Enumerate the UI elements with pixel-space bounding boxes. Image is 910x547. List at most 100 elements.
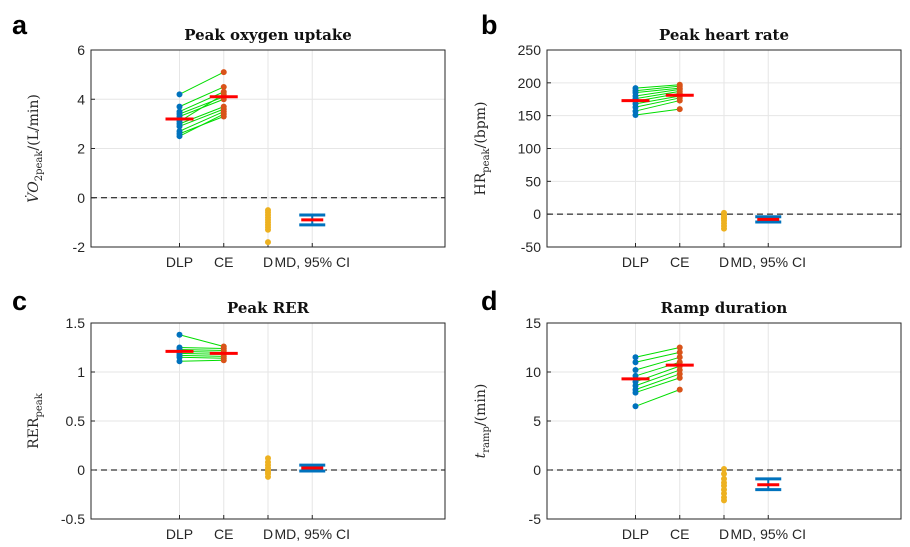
- pair-line: [635, 377, 680, 394]
- pair-line: [635, 84, 680, 89]
- pair-line: [179, 91, 224, 113]
- pair-line: [635, 95, 680, 105]
- pair-line: [179, 86, 224, 108]
- difference-point: [721, 470, 727, 477]
- y-tick-label: 4: [77, 91, 85, 107]
- ce-point: [676, 349, 683, 356]
- ce-point: [220, 357, 227, 364]
- pair-line: [635, 356, 680, 371]
- pair-line: [179, 71, 224, 95]
- panel-peak-rer: -0.5 0 0.5 1 1.5 DLP CE D MD, 95% CI Peak RER c RER…: [12, 286, 446, 542]
- x-tick-label: DLP: [622, 526, 649, 542]
- chart-title: Peak heart rate: [659, 26, 789, 44]
- dlp-point: [632, 359, 639, 366]
- dlp-point: [176, 331, 183, 338]
- pair-line: [635, 87, 680, 94]
- y-tick-label: -0.5: [61, 511, 85, 527]
- y-axis-label-prefix: HR: [473, 172, 489, 195]
- y-axis-label-suffix: /(L/min): [26, 94, 42, 150]
- x-tick-label: MD, 95% CI: [731, 526, 806, 542]
- pair-line: [179, 113, 224, 137]
- pair-line: [635, 351, 680, 363]
- ce-point: [676, 374, 683, 381]
- pair-line: [179, 106, 224, 125]
- y-tick-label: 1.5: [66, 315, 86, 331]
- pair-line: [635, 100, 680, 112]
- y-axis-label: V̇O2peak/(L/min): [24, 94, 45, 203]
- pair-line: [179, 359, 224, 362]
- pair-line: [635, 369, 680, 387]
- difference-point: [721, 466, 727, 473]
- pair-line: [179, 108, 224, 127]
- pair-line: [179, 111, 224, 132]
- pair-line: [179, 348, 224, 351]
- y-axis-label-sub: ramp: [481, 426, 492, 453]
- pair-line: [179, 93, 225, 122]
- panel-ramp-duration: -5 0 5 10 15 DLP CE D MD, 95% CI Ramp duration d tr…: [473, 286, 902, 542]
- y-axis-label: tramp/(min): [473, 384, 492, 459]
- y-tick-label: 0: [77, 462, 85, 478]
- pair-line: [635, 97, 680, 108]
- pair-line: [179, 96, 224, 115]
- x-tick-label: DLP: [166, 526, 193, 542]
- x-tick-label: CE: [214, 254, 233, 270]
- dlp-point: [632, 389, 639, 396]
- panel-label: a: [12, 10, 28, 40]
- ce-point: [676, 344, 683, 351]
- y-tick-label: -2: [73, 239, 86, 255]
- panel-label: d: [481, 286, 498, 316]
- y-axis-label-sub: peak: [481, 147, 492, 172]
- x-tick-label: D: [719, 526, 729, 542]
- x-tick-label: CE: [670, 254, 689, 270]
- x-tick-label: MD, 95% CI: [731, 254, 806, 270]
- ce-point: [220, 111, 227, 118]
- dlp-point: [632, 403, 639, 410]
- x-tick-label: D: [719, 254, 729, 270]
- y-tick-label: 0: [77, 190, 85, 206]
- y-tick-label: 250: [518, 42, 542, 58]
- x-tick-label: DLP: [166, 254, 193, 270]
- x-tick-label: MD, 95% CI: [275, 526, 350, 542]
- pair-line: [635, 389, 680, 407]
- dlp-point: [176, 103, 183, 110]
- y-tick-label: 50: [525, 173, 541, 189]
- difference-point: [265, 226, 271, 233]
- y-tick-label: 1: [77, 364, 85, 380]
- dlp-point: [176, 358, 183, 365]
- panel-label: b: [481, 10, 498, 40]
- y-tick-label: -50: [521, 239, 541, 255]
- y-tick-label: 100: [518, 141, 542, 157]
- y-axis-label-sub: peak: [34, 392, 45, 417]
- pair-line: [635, 373, 680, 391]
- difference-point: [721, 497, 727, 504]
- dlp-point: [176, 133, 183, 140]
- pair-line: [635, 88, 680, 97]
- pair-line: [635, 347, 680, 358]
- y-axis-label-suffix: /(bpm): [473, 102, 489, 149]
- y-axis-label-var: V̇O: [24, 181, 42, 203]
- x-tick-label: D: [263, 526, 273, 542]
- difference-point: [265, 239, 271, 246]
- panel-peak-heart-rate: -50 0 50 100 150 200 250 DLP CE D MD, 95% CI Peak h…: [473, 10, 902, 270]
- y-tick-label: 200: [518, 75, 542, 91]
- dlp-point: [176, 123, 183, 130]
- y-tick-label: 150: [518, 108, 542, 124]
- ce-point: [676, 386, 683, 393]
- x-tick-label: CE: [214, 526, 233, 542]
- pair-line: [179, 354, 224, 357]
- y-axis-label-var: t: [473, 452, 489, 458]
- dlp-point: [176, 91, 183, 98]
- pair-line: [635, 90, 680, 100]
- panel-label: c: [12, 286, 27, 316]
- y-tick-label: 2: [77, 141, 85, 157]
- dlp-point: [632, 112, 639, 119]
- y-axis-label: HRpeak/(bpm): [473, 102, 492, 196]
- y-axis-label-sub: 2peak: [34, 150, 45, 182]
- pair-line: [635, 85, 680, 92]
- dlp-point: [632, 367, 639, 374]
- ce-point: [676, 106, 683, 113]
- difference-point: [265, 473, 271, 480]
- ce-point: [220, 83, 227, 90]
- x-tick-label: MD, 95% CI: [275, 254, 350, 270]
